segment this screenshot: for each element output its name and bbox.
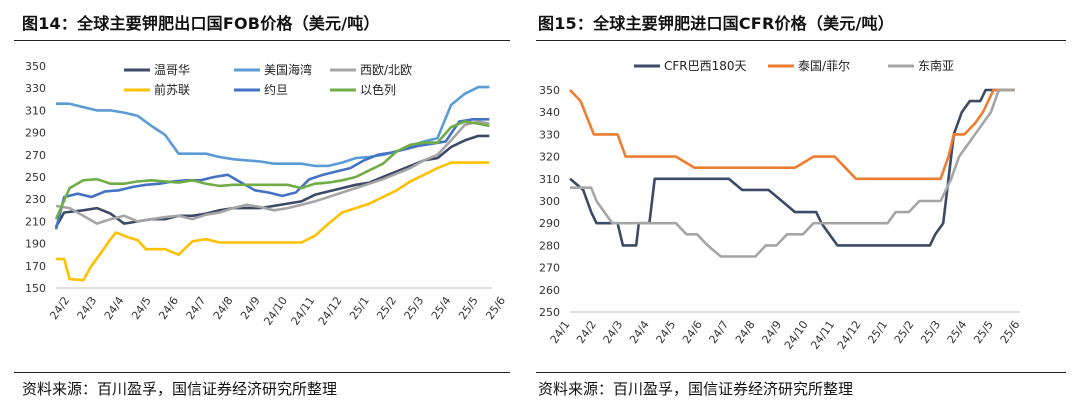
x-tick-label: 24/2 [47,294,72,322]
x-tick-label: 24/10 [782,318,811,351]
series-line-2 [569,88,1015,181]
series-line-1 [569,88,1015,247]
y-tick-label: 310 [539,173,560,186]
x-tick-label: 24/11 [808,318,837,351]
figure-15-panel: 图15：全球主要钾肥进口国CFR价格（美元/吨） 250 260 270 280 290… [532,0,1076,405]
y-tick-label: 190 [25,238,46,251]
x-tick-label: 24/6 [680,318,705,346]
x-tick-label: 24/6 [156,294,181,322]
x-tick-label: 25/3 [918,318,943,346]
x-tick-label: 24/4 [627,318,652,346]
series-line-6 [54,120,490,220]
y-tick-label: 250 [539,306,560,319]
x-tick-label: 24/8 [211,294,236,322]
x-tick-label: 24/7 [706,318,731,346]
x-tick-label: 24/7 [184,294,209,322]
figure-14-panel: 图14：全球主要钾肥出口国FOB价格（美元/吨） 150 170 190 210 230… [0,0,520,405]
y-tick-label: 330 [539,128,560,141]
y-tick-label: 300 [539,195,560,208]
figure-14-title: 图14：全球主要钾肥出口国FOB价格（美元/吨） [22,14,380,33]
y-tick-label: 230 [25,193,46,206]
x-tick-label: 25/6 [483,294,508,322]
x-tick-label: 24/5 [129,294,154,322]
y-tick-label: 150 [25,282,46,295]
y-tick-label: 350 [25,60,46,73]
x-tick-label: 24/11 [288,294,317,327]
series-line-3 [55,120,490,225]
series-line-5 [54,118,490,230]
legend-label-3: 东南亚 [918,58,954,73]
series-line-3 [570,88,1015,258]
x-tick-label: 25/3 [402,294,427,322]
legend-label-1: CFR巴西180天 [664,59,747,73]
x-tick-label: 25/5 [456,294,481,322]
figure-15-bottom-rule [536,372,1066,373]
y-tick-label: 320 [539,151,560,164]
y-tick-label: 350 [539,84,560,97]
x-tick-label: 24/12 [835,318,864,351]
x-tick-label: 24/12 [316,294,345,327]
x-tick-label: 25/4 [429,294,454,322]
legend-label-3: 西欧/北欧 [360,63,412,77]
x-tick-label: 25/4 [945,318,970,346]
x-tick-label: 24/9 [759,318,784,346]
series-line-1 [54,134,490,228]
figure-15-top-rule [536,40,1066,41]
legend-label-1: 温哥华 [154,63,190,77]
x-tick-label: 25/1 [865,318,890,346]
x-tick-label: 24/1 [548,318,573,346]
figure-14-source: 资料来源：百川盈孚，国信证券经济研究所整理 [22,380,338,398]
y-tick-label: 260 [539,284,560,297]
x-tick-label: 25/6 [998,318,1023,346]
x-tick-label: 25/2 [892,318,917,346]
legend-label-2: 美国海湾 [264,62,312,77]
x-tick-label: 24/3 [75,294,100,322]
legend-label-5: 约旦 [264,82,288,97]
x-tick-label: 24/4 [102,294,127,322]
x-tick-label: 24/10 [261,294,290,327]
x-tick-label: 25/2 [374,294,399,322]
y-tick-label: 290 [25,127,46,140]
legend-label-6: 以色列 [360,83,396,97]
x-tick-label: 25/5 [971,318,996,346]
series-line-2 [56,85,490,168]
figure-14-top-rule [14,40,510,41]
figure-15-title: 图15：全球主要钾肥进口国CFR价格（美元/吨） [538,14,894,33]
y-tick-label: 340 [539,106,560,119]
y-tick-label: 210 [25,215,46,228]
legend-label-4: 前苏联 [154,82,190,97]
x-tick-label: 24/9 [238,294,263,322]
y-tick-label: 250 [25,171,46,184]
y-tick-label: 170 [25,260,46,273]
x-tick-label: 25/1 [347,294,372,322]
x-tick-label: 24/8 [733,318,758,346]
y-tick-label: 270 [25,149,46,162]
y-tick-label: 310 [25,104,46,117]
legend-label-2: 泰国/菲尔 [798,58,850,73]
y-tick-label: 270 [539,262,560,275]
figure-14-bottom-rule [14,372,510,373]
figure-15-source: 资料来源：百川盈孚，国信证券经济研究所整理 [538,380,854,398]
x-tick-label: 24/2 [574,318,599,346]
x-tick-label: 24/3 [601,318,626,346]
x-tick-label: 24/5 [654,318,679,346]
y-tick-label: 330 [25,82,46,95]
y-tick-label: 290 [539,217,560,230]
series-line-4 [56,161,490,282]
y-tick-label: 280 [539,239,560,252]
